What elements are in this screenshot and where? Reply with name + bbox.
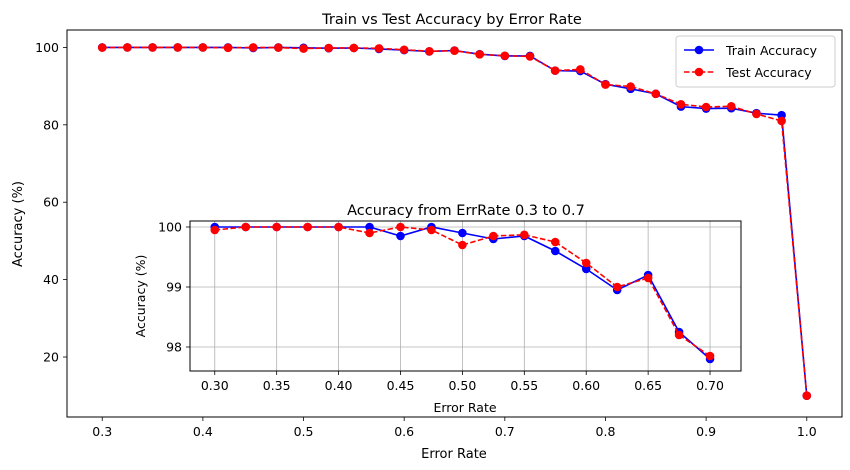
main-x-tick-label-6: 0.9 xyxy=(696,424,716,439)
main-test-point-26 xyxy=(752,109,761,119)
main-test-point-13 xyxy=(425,46,434,56)
main-test-point-23 xyxy=(676,100,686,109)
inset-train-point-11 xyxy=(550,246,560,256)
main-test-point-11 xyxy=(374,44,384,53)
inset-y-tick-label-0: 98 xyxy=(166,340,182,355)
inset-train-point-5 xyxy=(365,222,374,232)
main-test-point-27 xyxy=(777,116,786,126)
main-plot-frame xyxy=(66,29,843,418)
main-test-point-22 xyxy=(651,89,661,99)
main-test-point-21 xyxy=(626,82,635,91)
main-test-point-17 xyxy=(525,52,535,61)
inset-chart-title: Accuracy from ErrRate 0.3 to 0.7 xyxy=(347,203,585,219)
inset-x-tick-label-3: 0.45 xyxy=(387,378,415,393)
main-x-tick-label-0: 0.3 xyxy=(92,424,112,439)
inset-chart: Accuracy from ErrRate 0.3 to 0.7 0.30 0.3… xyxy=(133,203,742,415)
main-test-point-7 xyxy=(274,43,283,52)
inset-y-tick-label-2: 100 xyxy=(158,220,182,235)
inset-test-point-9 xyxy=(489,231,498,241)
main-y-tick-label-3: 80 xyxy=(43,117,59,132)
main-x-tick-label-5: 0.8 xyxy=(596,424,616,439)
main-test-point-6 xyxy=(248,43,258,52)
main-test-point-15 xyxy=(475,50,484,59)
main-chart: Train vs Test Accuracy by Error Rate 0.3… xyxy=(11,12,843,462)
main-test-point-2 xyxy=(148,43,157,52)
inset-train-point-6 xyxy=(396,231,405,241)
main-test-point-10 xyxy=(349,43,359,53)
legend-test-marker xyxy=(694,67,704,77)
main-chart-title: Train vs Test Accuracy by Error Rate xyxy=(321,12,582,28)
main-test-point-1 xyxy=(123,43,132,52)
legend-train-label: Train Accuracy xyxy=(725,43,818,58)
inset-test-point-14 xyxy=(643,273,653,283)
inset-test-point-2 xyxy=(272,222,281,232)
main-test-point-18 xyxy=(550,66,560,75)
inset-test-point-11 xyxy=(550,237,560,247)
inset-x-tick-label-0: 0.30 xyxy=(201,378,229,393)
inset-test-point-10 xyxy=(520,230,529,240)
main-y-tick-label-4: 100 xyxy=(35,40,59,55)
main-test-point-20 xyxy=(601,80,610,89)
main-test-point-19 xyxy=(576,65,585,74)
main-x-tick-label-1: 0.4 xyxy=(193,424,213,439)
main-test-point-28 xyxy=(802,391,812,401)
main-x-tick-label-3: 0.6 xyxy=(394,424,414,439)
inset-test-line xyxy=(214,226,711,357)
legend-train-marker xyxy=(694,45,704,55)
inset-x-tick-label-1: 0.35 xyxy=(263,378,291,393)
inset-x-axis-label: Error Rate xyxy=(433,400,496,415)
inset-test-point-1 xyxy=(241,222,251,232)
inset-train-point-12 xyxy=(581,264,591,274)
main-test-point-16 xyxy=(500,51,510,61)
main-test-point-24 xyxy=(701,102,711,112)
main-x-tick-label-2: 0.5 xyxy=(294,424,314,439)
main-y-tick-label-2: 60 xyxy=(43,195,59,210)
inset-plot-frame xyxy=(189,220,742,372)
main-test-point-0 xyxy=(97,43,107,52)
inset-test-point-7 xyxy=(427,225,436,235)
legend-test-label: Test Accuracy xyxy=(725,65,812,80)
inset-test-point-4 xyxy=(334,222,343,232)
inset-x-tick-label-5: 0.55 xyxy=(510,378,538,393)
main-y-tick-label-1: 40 xyxy=(43,272,59,287)
inset-test-point-0 xyxy=(210,225,220,235)
inset-train-point-8 xyxy=(458,228,467,238)
main-test-point-5 xyxy=(223,43,233,53)
inset-x-tick-label-4: 0.50 xyxy=(448,378,476,393)
inset-y-tick-label-1: 99 xyxy=(166,280,182,295)
inset-test-point-6 xyxy=(396,222,405,232)
inset-x-tick-label-2: 0.40 xyxy=(325,378,353,393)
inset-test-point-16 xyxy=(705,351,715,361)
inset-test-point-8 xyxy=(458,240,467,250)
main-test-point-14 xyxy=(450,46,459,55)
inset-x-tick-label-8: 0.70 xyxy=(696,378,724,393)
inset-test-point-13 xyxy=(612,282,622,292)
main-y-axis-label: Accuracy (%) xyxy=(11,181,26,267)
main-x-tick-label-4: 0.7 xyxy=(495,424,515,439)
main-test-point-3 xyxy=(173,43,183,52)
main-test-point-25 xyxy=(726,101,736,111)
main-y-tick-label-0: 20 xyxy=(43,350,59,365)
main-test-point-9 xyxy=(324,43,333,53)
inset-x-tick-label-6: 0.60 xyxy=(572,378,600,393)
inset-x-tick-label-7: 0.65 xyxy=(634,378,662,393)
main-test-point-12 xyxy=(399,45,409,55)
main-x-tick-label-7: 1.0 xyxy=(797,424,817,439)
main-test-point-8 xyxy=(299,44,308,53)
inset-test-point-3 xyxy=(303,222,312,232)
main-test-point-4 xyxy=(198,43,208,52)
legend-box xyxy=(675,35,836,88)
inset-test-point-12 xyxy=(581,258,591,268)
main-x-axis-label: Error Rate xyxy=(421,447,487,462)
legend: Train Accuracy Test Accuracy xyxy=(675,35,836,88)
inset-test-point-5 xyxy=(365,228,374,238)
inset-test-point-15 xyxy=(674,330,684,340)
inset-y-axis-label: Accuracy (%) xyxy=(133,255,148,338)
